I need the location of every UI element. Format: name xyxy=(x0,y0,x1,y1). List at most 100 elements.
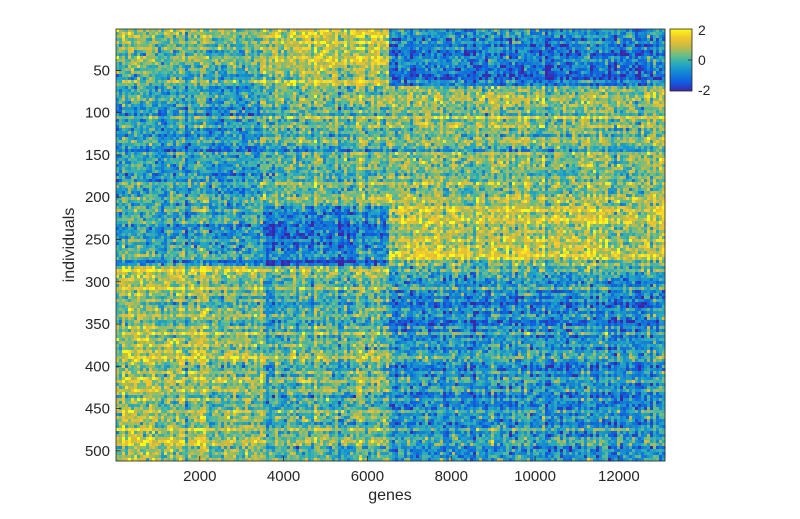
heatmap-cell xyxy=(644,29,648,33)
heatmap-cell xyxy=(524,89,528,93)
heatmap-cell xyxy=(389,80,393,84)
heatmap-cell xyxy=(509,35,513,39)
heatmap-cell xyxy=(626,59,630,63)
heatmap-cell xyxy=(458,83,462,87)
heatmap-cell xyxy=(149,89,153,93)
heatmap-cell xyxy=(587,56,591,60)
heatmap-cell xyxy=(146,29,150,33)
heatmap-cell xyxy=(611,59,615,63)
heatmap-cell xyxy=(458,41,462,45)
heatmap-cell xyxy=(170,59,174,63)
heatmap-cell xyxy=(191,29,195,33)
heatmap-cell xyxy=(275,74,279,78)
heatmap-cell xyxy=(656,59,660,63)
heatmap-cell xyxy=(293,86,297,90)
heatmap-cell xyxy=(251,80,255,84)
heatmap-cell xyxy=(152,62,156,66)
heatmap-cell xyxy=(263,56,267,60)
heatmap-cell xyxy=(611,47,615,51)
heatmap-cell xyxy=(344,53,348,57)
heatmap-cell xyxy=(659,47,663,51)
heatmap-cell xyxy=(458,71,462,75)
heatmap-cell xyxy=(581,77,585,81)
heatmap-cell xyxy=(473,86,477,90)
heatmap-cell xyxy=(203,56,207,60)
heatmap-cell xyxy=(182,35,186,39)
heatmap-cell xyxy=(224,68,228,72)
heatmap-cell xyxy=(173,32,177,36)
heatmap-cell xyxy=(443,77,447,81)
heatmap-cell xyxy=(536,32,540,36)
heatmap-cell xyxy=(542,92,546,96)
heatmap-cell xyxy=(560,35,564,39)
heatmap-cell xyxy=(458,86,462,90)
heatmap-cell xyxy=(455,95,459,99)
heatmap-cell xyxy=(221,110,225,114)
heatmap-cell xyxy=(455,77,459,81)
heatmap-cell xyxy=(143,44,147,48)
heatmap-cell xyxy=(257,98,261,102)
heatmap-cell xyxy=(428,74,432,78)
heatmap-cell xyxy=(572,35,576,39)
heatmap-cell xyxy=(278,89,282,93)
heatmap-cell xyxy=(572,74,576,78)
heatmap-cell xyxy=(614,47,618,51)
heatmap-cell xyxy=(347,95,351,99)
heatmap-cell xyxy=(515,95,519,99)
heatmap-cell xyxy=(257,47,261,51)
heatmap-cell xyxy=(647,53,651,57)
heatmap-cell xyxy=(575,74,579,78)
heatmap-cell xyxy=(503,89,507,93)
heatmap-cell xyxy=(506,68,510,72)
heatmap-cell xyxy=(491,104,495,108)
heatmap-cell xyxy=(122,50,126,54)
heatmap-cell xyxy=(320,80,324,84)
heatmap-cell xyxy=(317,44,321,48)
heatmap-cell xyxy=(602,50,606,54)
heatmap-cell xyxy=(464,65,468,69)
heatmap-cell xyxy=(206,89,210,93)
heatmap-cell xyxy=(626,35,630,39)
heatmap-cell xyxy=(299,89,303,93)
heatmap-cell xyxy=(203,38,207,42)
heatmap-cell xyxy=(149,59,153,63)
heatmap-cell xyxy=(380,50,384,54)
heatmap-cell xyxy=(215,68,219,72)
heatmap-cell xyxy=(509,38,513,42)
heatmap-cell xyxy=(521,65,525,69)
heatmap-cell xyxy=(245,59,249,63)
heatmap-cell xyxy=(368,104,372,108)
heatmap-cell xyxy=(296,50,300,54)
heatmap-cell xyxy=(353,95,357,99)
heatmap-cell xyxy=(224,98,228,102)
heatmap-cell xyxy=(134,47,138,51)
heatmap-cell xyxy=(176,107,180,111)
heatmap-cell xyxy=(167,77,171,81)
heatmap-cell xyxy=(506,92,510,96)
heatmap-cell xyxy=(593,86,597,90)
heatmap-cell xyxy=(152,29,156,33)
heatmap-cell xyxy=(236,35,240,39)
heatmap-cell xyxy=(374,83,378,87)
heatmap-cell xyxy=(143,29,147,33)
heatmap-cell xyxy=(563,98,567,102)
heatmap-cell xyxy=(137,83,141,87)
heatmap-cell xyxy=(353,62,357,66)
heatmap-cell xyxy=(323,53,327,57)
heatmap-cell xyxy=(467,32,471,36)
heatmap-cell xyxy=(662,89,666,93)
heatmap-cell xyxy=(635,59,639,63)
heatmap-cell xyxy=(143,110,147,114)
heatmap-cell xyxy=(512,41,516,45)
heatmap-cell xyxy=(449,92,453,96)
heatmap-cell xyxy=(389,83,393,87)
heatmap-cell xyxy=(170,41,174,45)
heatmap-cell xyxy=(635,41,639,45)
heatmap-cell xyxy=(134,53,138,57)
heatmap-cell xyxy=(629,101,633,105)
heatmap-cell xyxy=(284,56,288,60)
heatmap-cell xyxy=(212,62,216,66)
heatmap-cell xyxy=(392,44,396,48)
heatmap-cell xyxy=(560,98,564,102)
heatmap-cell xyxy=(509,68,513,72)
